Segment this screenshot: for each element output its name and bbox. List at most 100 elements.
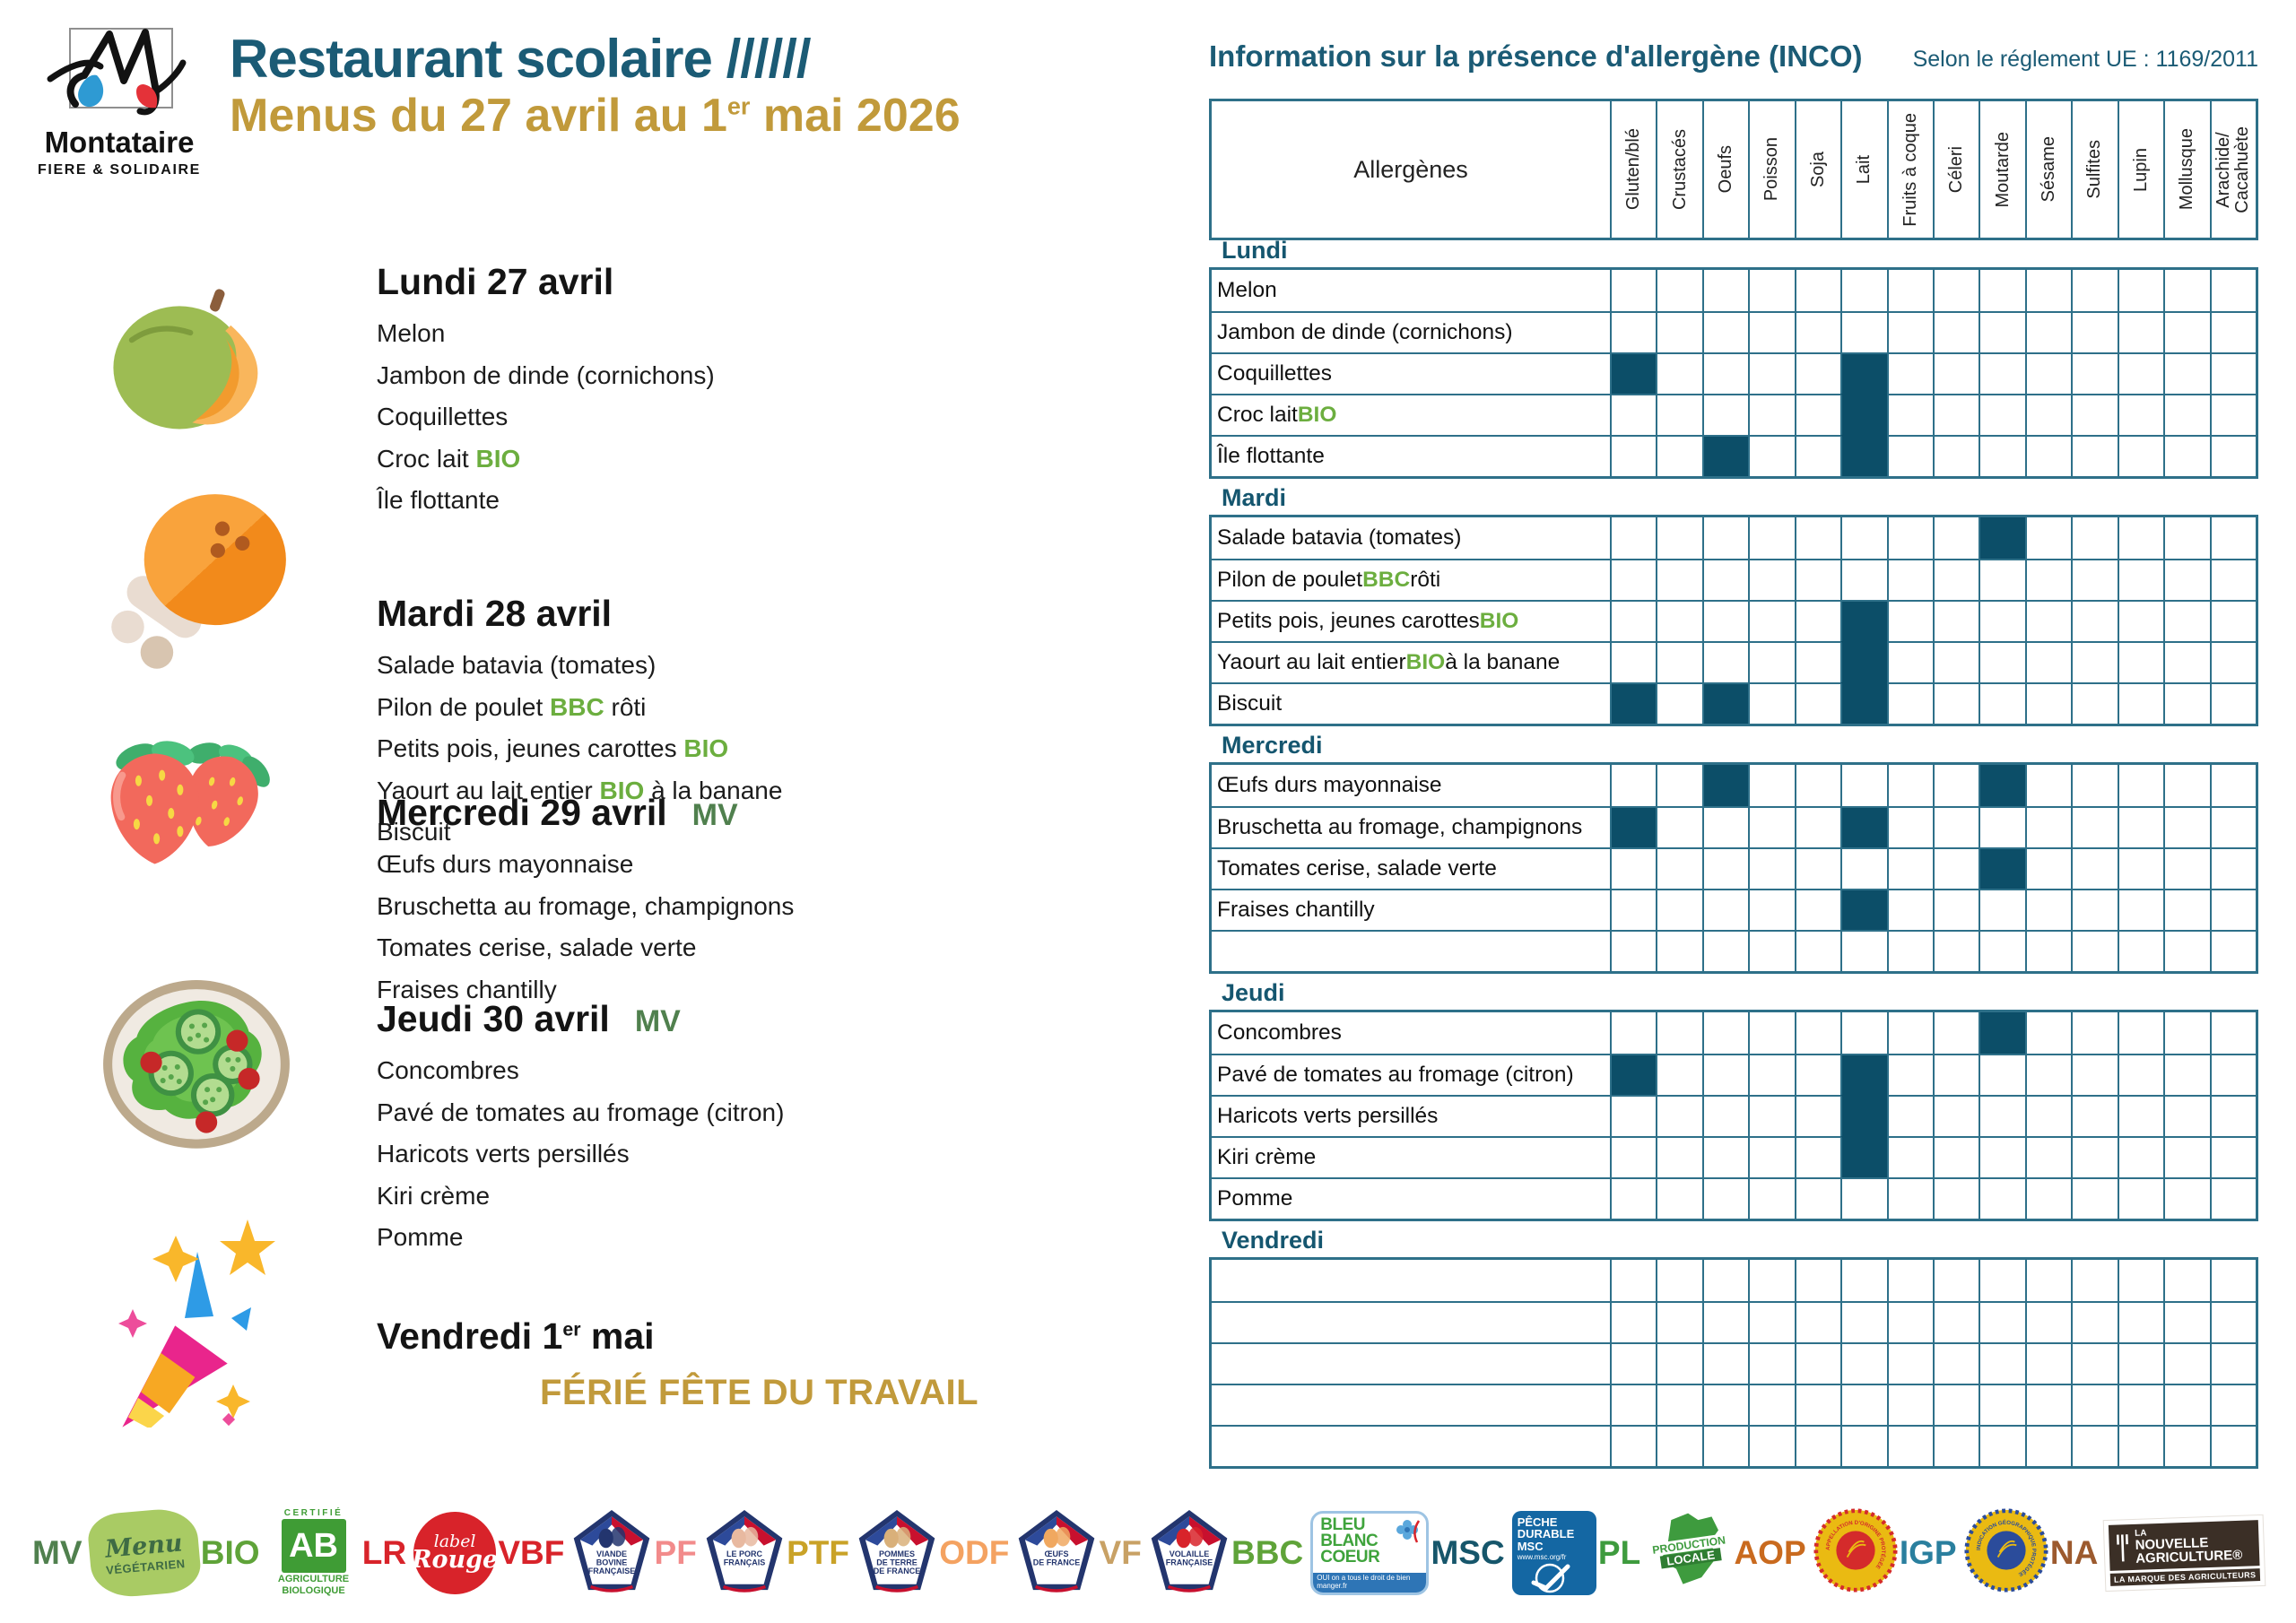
allergen-cell <box>2117 517 2163 559</box>
allergen-column-label: Lupin <box>2130 147 2151 192</box>
logo-acronym: BIO <box>200 1533 260 1571</box>
allergen-cell <box>1979 1384 2025 1425</box>
dish-label-cell: Kiri crème <box>1212 1136 1610 1177</box>
allergen-cell <box>1794 1384 1841 1425</box>
french-origin-shield-art: POMMES DE TERRE DE FRANCE <box>858 1510 935 1593</box>
msc-logo: PÊCHE DURABLE MSC www.msc.org/fr <box>1511 1510 1596 1595</box>
table-row: Pavé de tomates au fromage (citron) <box>1212 1054 2256 1095</box>
dish-text: Pavé de tomates au fromage (citron) <box>377 1098 785 1126</box>
table-day-label: Vendredi <box>1222 1227 1325 1254</box>
allergen-cell <box>1979 641 2025 682</box>
allergen-cell <box>1610 889 1657 930</box>
table-row: Haricots verts persillés <box>1212 1095 2256 1136</box>
allergen-mark-cell <box>1979 765 2025 806</box>
allergen-cell <box>1748 641 1795 682</box>
allergen-cell <box>2071 394 2118 435</box>
dish-text: Île flottante <box>377 486 500 515</box>
allergen-cell <box>2024 1384 2072 1425</box>
menu-day-jeudi: Jeudi 30 avril MV Concombres Pavé de tomate… <box>377 998 1067 1259</box>
table-row: Biscuit <box>1212 682 2256 724</box>
drumstick-icon <box>97 489 292 671</box>
allergen-panel-header: Information sur la présence d'allergène … <box>1209 39 2258 74</box>
allergen-cell <box>1748 1012 1794 1054</box>
menu-day-mercredi: Mercredi 29 avril MV Œufs durs mayonnaise B… <box>377 792 1067 1011</box>
allergen-cell <box>2117 1342 2164 1384</box>
menu-items: Melon Jambon de dinde (cornichons) Coquill… <box>377 313 1067 522</box>
allergen-cell <box>2071 682 2118 724</box>
table-day-label: Mardi <box>1222 484 1287 511</box>
allergen-mark-cell <box>1840 394 1887 435</box>
allergen-cell <box>1701 641 1749 682</box>
allergen-column-header: Oeufs <box>1701 101 1748 238</box>
allergen-cell <box>1748 517 1794 559</box>
quality-label-vf: VF VOLAILLE FRANÇAISE <box>1100 1508 1230 1597</box>
dish-text: Melon <box>377 319 446 348</box>
allergen-cell <box>1610 559 1657 600</box>
allergen-cell <box>2117 394 2164 435</box>
ab-bio-logo-art: CERTIFIÉ AB AGRICULTURE BIOLOGIQUE <box>277 1508 350 1596</box>
allergen-cell <box>1701 311 1749 352</box>
allergen-cell <box>1932 1301 1979 1342</box>
page-titles: Restaurant scolaire ////// Menus du 27 a… <box>230 30 961 141</box>
dish-label-cell: Bruschetta au fromage, champignons <box>1212 806 1610 847</box>
menu-item: Concombres <box>377 1050 1067 1092</box>
menu-items: Concombres Pavé de tomates au fromage (ci… <box>377 1050 1067 1259</box>
odf-logo: ŒUFS DE FRANCE <box>1016 1508 1097 1597</box>
allergen-mark-cell <box>1840 641 1887 682</box>
page-title: Restaurant scolaire ////// <box>230 29 812 89</box>
allergen-cell <box>1979 1342 2025 1384</box>
allergen-column-label: Sésame <box>2039 136 2059 203</box>
allergen-cell <box>1840 270 1886 311</box>
allergen-column-label: Soja <box>1807 151 1828 188</box>
allergen-cell <box>1932 1425 1979 1466</box>
table-row: Œufs durs mayonnaise <box>1212 765 2256 806</box>
allergen-cell <box>1610 270 1656 311</box>
menu-day-mardi: Mardi 28 avril Salade batavia (tomates) Pi… <box>377 593 1067 854</box>
allergen-cell <box>1794 1260 1840 1301</box>
allergen-cell <box>2024 394 2072 435</box>
allergen-cell <box>1701 889 1749 930</box>
allergen-cell <box>1748 1342 1795 1384</box>
allergen-mark-cell <box>1701 435 1749 476</box>
allergen-cell <box>2071 1177 2118 1219</box>
allergen-cell <box>1932 1260 1979 1301</box>
dish-text: Pavé de tomates au fromage (citron) <box>1217 1063 1574 1087</box>
dish-text: Melon <box>1217 278 1277 302</box>
allergen-cell <box>2163 1301 2210 1342</box>
allergen-cell <box>1656 517 1701 559</box>
allergen-cell <box>1886 1012 1933 1054</box>
french-origin-shield-art: LE PORC FRANÇAIS <box>706 1510 783 1593</box>
allergen-cell <box>1656 352 1702 394</box>
logo-acronym: NA <box>2049 1533 2099 1571</box>
table-row <box>1212 1260 2256 1301</box>
allergen-cell <box>1794 806 1841 847</box>
allergen-cell <box>1748 1177 1795 1219</box>
allergen-cell <box>2163 682 2210 724</box>
allergen-cell <box>2024 1054 2072 1095</box>
allergen-cell <box>1748 1054 1795 1095</box>
allergen-cell <box>1794 270 1840 311</box>
allergen-column-label: Mollusque <box>2177 128 2197 211</box>
allergen-cell <box>2163 806 2210 847</box>
lr-logo: label Rouge <box>412 1511 498 1594</box>
dish-label-cell <box>1212 1342 1610 1384</box>
quality-tag: BBC <box>550 692 604 721</box>
allergen-cell <box>1748 1301 1795 1342</box>
table-row: Pomme <box>1212 1177 2256 1219</box>
day-heading-text: Vendredi 1 <box>377 1315 563 1357</box>
allergen-cell <box>1932 394 1979 435</box>
allergen-cell <box>1794 641 1841 682</box>
dish-label-cell: Concombres <box>1212 1012 1610 1054</box>
quality-label-mv: MV Menu VÉGÉTARIEN <box>32 1506 203 1600</box>
allergen-cell <box>2071 270 2117 311</box>
menu-day-heading: Jeudi 30 avril MV <box>377 998 1067 1039</box>
allergen-cell <box>2024 765 2071 806</box>
allergen-cell <box>2209 1095 2256 1136</box>
allergen-mark-cell <box>1610 682 1657 724</box>
allergen-cell <box>1610 1177 1657 1219</box>
allergen-cell <box>2117 1136 2164 1177</box>
allergen-cell <box>1886 1095 1933 1136</box>
allergen-cell <box>2163 765 2209 806</box>
allergen-cell <box>1932 270 1979 311</box>
dish-text: Coquillettes <box>1217 361 1333 386</box>
